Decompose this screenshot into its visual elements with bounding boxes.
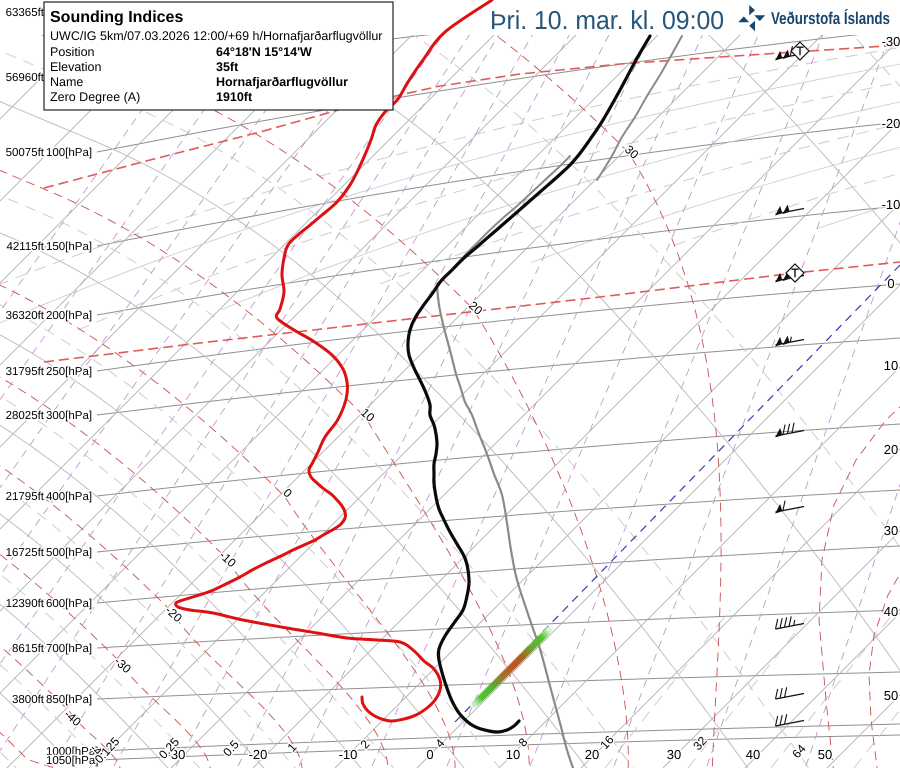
svg-text:400[hPa]: 400[hPa] bbox=[46, 491, 92, 503]
svg-text:1910ft: 1910ft bbox=[216, 90, 253, 104]
svg-text:40: 40 bbox=[884, 604, 898, 619]
svg-text:50: 50 bbox=[884, 688, 898, 703]
svg-text:50075ft: 50075ft bbox=[6, 147, 45, 159]
svg-text:16725ft: 16725ft bbox=[6, 547, 45, 559]
svg-text:63365ft: 63365ft bbox=[6, 7, 45, 19]
svg-text:Sounding Indices: Sounding Indices bbox=[50, 9, 183, 26]
svg-text:8615ft: 8615ft bbox=[12, 643, 45, 655]
svg-text:0: 0 bbox=[426, 747, 433, 762]
svg-text:31795ft: 31795ft bbox=[6, 366, 45, 378]
svg-text:63365ft: 63365ft bbox=[6, 7, 45, 19]
svg-text:1050[hPa]: 1050[hPa] bbox=[46, 755, 98, 767]
svg-text:31795ft: 31795ft bbox=[6, 366, 45, 378]
svg-text:-10: -10 bbox=[882, 197, 900, 212]
svg-text:Veðurstofa Íslands: Veðurstofa Íslands bbox=[771, 8, 890, 28]
svg-text:30: 30 bbox=[667, 747, 681, 762]
svg-text:400[hPa]: 400[hPa] bbox=[46, 491, 92, 503]
svg-text:3800ft: 3800ft bbox=[12, 694, 45, 706]
svg-text:30: 30 bbox=[884, 523, 898, 538]
svg-text:300[hPa]: 300[hPa] bbox=[46, 410, 92, 422]
svg-text:10: 10 bbox=[884, 358, 898, 373]
svg-text:20: 20 bbox=[884, 442, 898, 457]
svg-text:21795ft: 21795ft bbox=[6, 491, 45, 503]
svg-text:150[hPa]: 150[hPa] bbox=[46, 241, 92, 253]
svg-text:100[hPa]: 100[hPa] bbox=[46, 147, 92, 159]
svg-text:100[hPa]: 100[hPa] bbox=[46, 147, 92, 159]
svg-text:Zero Degree (A): Zero Degree (A) bbox=[50, 90, 140, 104]
svg-text:56960ft: 56960ft bbox=[6, 72, 45, 84]
svg-text:Name: Name bbox=[50, 75, 83, 89]
svg-text:-20: -20 bbox=[882, 116, 900, 131]
svg-text:36320ft: 36320ft bbox=[6, 310, 45, 322]
svg-text:850[hPa]: 850[hPa] bbox=[46, 694, 92, 706]
svg-text:UWC/IG 5km/07.03.2026 12:00/+6: UWC/IG 5km/07.03.2026 12:00/+69 h/Hornaf… bbox=[50, 29, 382, 43]
svg-text:1000[hPa]: 1000[hPa] bbox=[46, 746, 98, 758]
svg-text:36320ft: 36320ft bbox=[6, 310, 45, 322]
svg-text:28025ft: 28025ft bbox=[6, 410, 45, 422]
svg-text:0: 0 bbox=[887, 276, 894, 291]
svg-text:-10: -10 bbox=[882, 197, 900, 212]
svg-text:21795ft: 21795ft bbox=[6, 491, 45, 503]
svg-text:500[hPa]: 500[hPa] bbox=[46, 547, 92, 559]
svg-text:-20: -20 bbox=[882, 116, 900, 131]
svg-text:-30: -30 bbox=[167, 747, 186, 762]
svg-text:1000[hPa]: 1000[hPa] bbox=[46, 746, 98, 758]
svg-text:Elevation: Elevation bbox=[50, 60, 101, 74]
svg-text:8615ft: 8615ft bbox=[12, 643, 45, 655]
svg-text:250[hPa]: 250[hPa] bbox=[46, 366, 92, 378]
svg-text:64°18'N 15°14'W: 64°18'N 15°14'W bbox=[216, 45, 312, 59]
svg-text:42115ft: 42115ft bbox=[6, 241, 44, 253]
svg-text:-20: -20 bbox=[249, 747, 268, 762]
svg-text:600[hPa]: 600[hPa] bbox=[46, 598, 92, 610]
svg-text:1050[hPa]: 1050[hPa] bbox=[46, 755, 98, 767]
svg-text:500[hPa]: 500[hPa] bbox=[46, 547, 92, 559]
svg-text:12390ft: 12390ft bbox=[6, 598, 45, 610]
svg-text:40: 40 bbox=[884, 604, 898, 619]
svg-text:Þri. 10. mar. kl. 09:00: Þri. 10. mar. kl. 09:00 bbox=[490, 5, 724, 35]
svg-text:50: 50 bbox=[884, 688, 898, 703]
svg-text:16725ft: 16725ft bbox=[6, 547, 45, 559]
svg-text:-10: -10 bbox=[339, 747, 358, 762]
svg-text:20: 20 bbox=[585, 747, 599, 762]
svg-text:700[hPa]: 700[hPa] bbox=[46, 643, 92, 655]
svg-text:30: 30 bbox=[884, 523, 898, 538]
svg-text:50: 50 bbox=[818, 747, 832, 762]
svg-text:-20: -20 bbox=[249, 747, 268, 762]
svg-text:20: 20 bbox=[585, 747, 599, 762]
svg-text:300[hPa]: 300[hPa] bbox=[46, 410, 92, 422]
svg-text:0: 0 bbox=[426, 747, 433, 762]
svg-text:30: 30 bbox=[667, 747, 681, 762]
svg-text:28025ft: 28025ft bbox=[6, 410, 45, 422]
svg-text:850[hPa]: 850[hPa] bbox=[46, 694, 92, 706]
svg-text:-30: -30 bbox=[882, 34, 900, 49]
svg-text:150[hPa]: 150[hPa] bbox=[46, 241, 92, 253]
svg-text:10: 10 bbox=[884, 358, 898, 373]
svg-text:600[hPa]: 600[hPa] bbox=[46, 598, 92, 610]
svg-text:10: 10 bbox=[506, 747, 520, 762]
svg-text:700[hPa]: 700[hPa] bbox=[46, 643, 92, 655]
svg-text:56960ft: 56960ft bbox=[6, 72, 45, 84]
svg-text:40: 40 bbox=[746, 747, 760, 762]
svg-text:200[hPa]: 200[hPa] bbox=[46, 310, 92, 322]
svg-text:20: 20 bbox=[884, 442, 898, 457]
svg-text:-30: -30 bbox=[167, 747, 186, 762]
svg-text:10: 10 bbox=[506, 747, 520, 762]
svg-text:Hornafjarðarflugvöllur: Hornafjarðarflugvöllur bbox=[216, 75, 348, 89]
svg-text:3800ft: 3800ft bbox=[12, 694, 45, 706]
svg-text:50075ft: 50075ft bbox=[6, 147, 45, 159]
svg-text:-10: -10 bbox=[339, 747, 358, 762]
svg-text:12390ft: 12390ft bbox=[6, 598, 45, 610]
svg-text:Position: Position bbox=[50, 45, 95, 59]
svg-text:200[hPa]: 200[hPa] bbox=[46, 310, 92, 322]
svg-text:0: 0 bbox=[887, 276, 894, 291]
svg-text:50: 50 bbox=[818, 747, 832, 762]
svg-text:35ft: 35ft bbox=[216, 60, 239, 74]
svg-text:250[hPa]: 250[hPa] bbox=[46, 366, 92, 378]
svg-text:42115ft: 42115ft bbox=[6, 241, 44, 253]
svg-text:40: 40 bbox=[746, 747, 760, 762]
svg-text:-30: -30 bbox=[882, 34, 900, 49]
